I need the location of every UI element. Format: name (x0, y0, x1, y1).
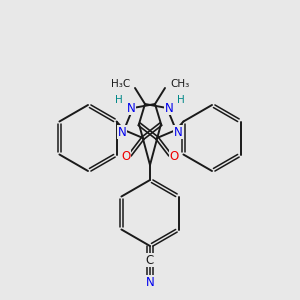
Text: N: N (174, 125, 182, 139)
Text: H: H (115, 95, 123, 105)
Text: H₃C: H₃C (111, 79, 130, 89)
Text: C: C (146, 254, 154, 266)
Text: H: H (177, 95, 185, 105)
Text: O: O (122, 151, 130, 164)
Text: N: N (118, 125, 126, 139)
Text: CH₃: CH₃ (170, 79, 189, 89)
Text: N: N (127, 101, 135, 115)
Text: N: N (165, 101, 173, 115)
Text: O: O (169, 151, 178, 164)
Text: N: N (146, 275, 154, 289)
